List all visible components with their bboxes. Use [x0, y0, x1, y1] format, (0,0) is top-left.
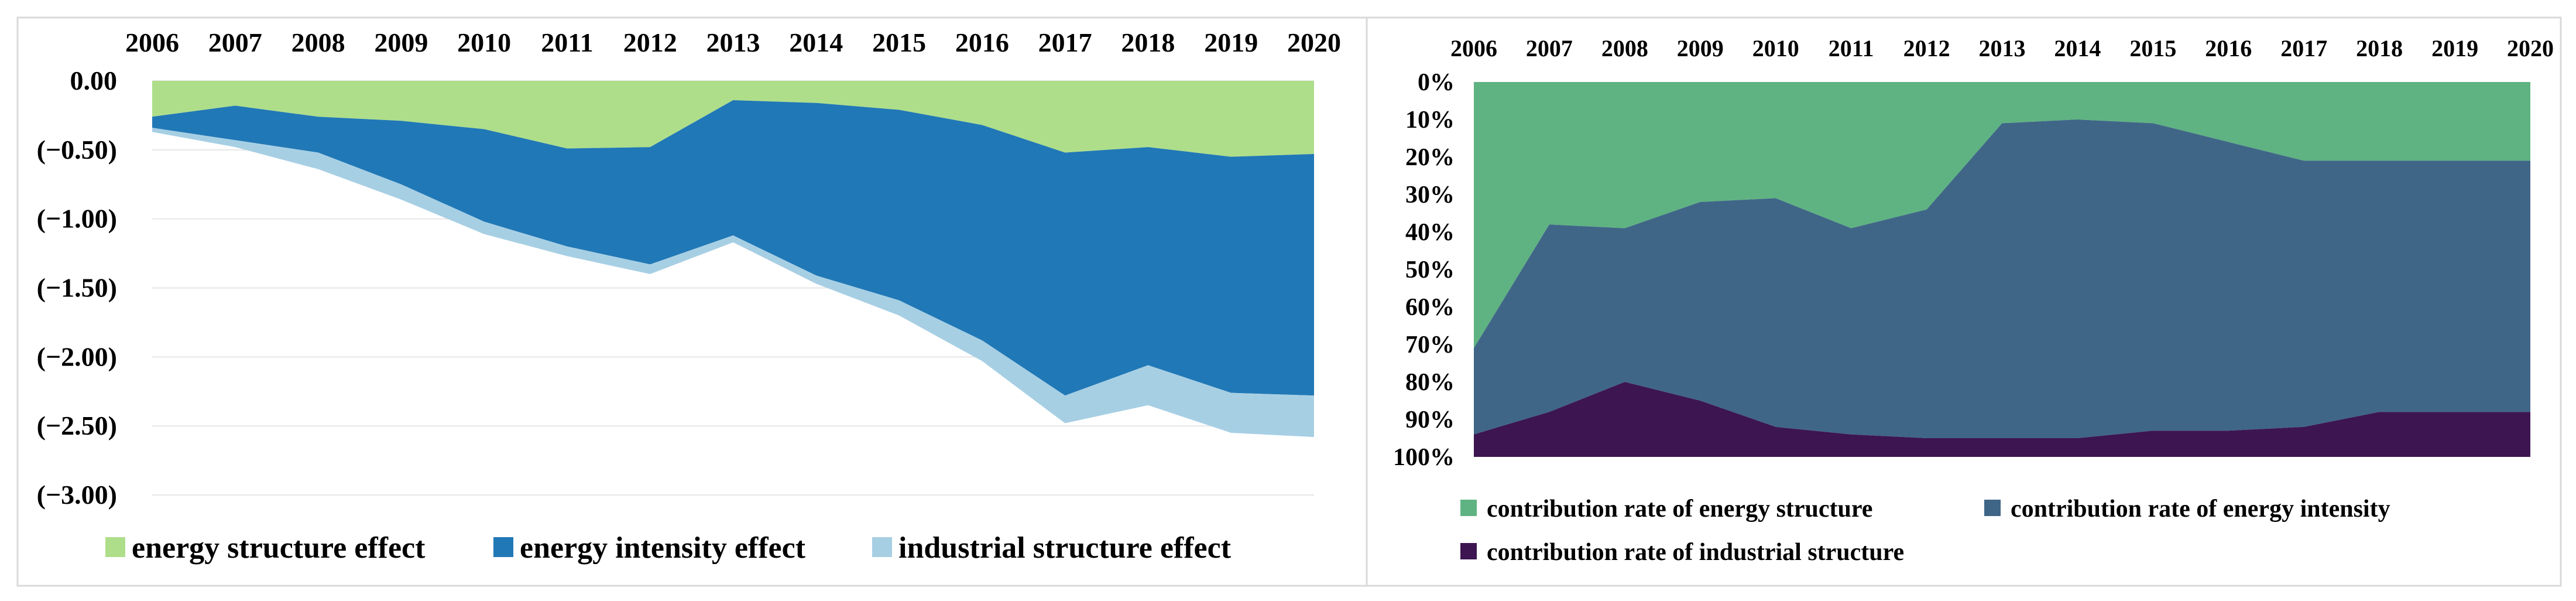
- contribution-rate-area-chart: 2006 2007 2008 2009 2010 2011 2012 2013 2014 2015…: [1393, 35, 2554, 566]
- right-x-tick-label: 2007: [1526, 35, 1573, 62]
- right-y-tick-label: 30%: [1405, 182, 1455, 209]
- area-energy-structure-effect: [152, 81, 1314, 157]
- legend-label-contribution-energy-structure: contribution rate of energy structure: [1487, 496, 1872, 523]
- area-industrial-structure-effect: [152, 128, 1314, 438]
- left-x-tick-label: 2020: [1287, 28, 1341, 57]
- left-x-tick-label: 2006: [125, 28, 179, 57]
- right-x-tick-label: 2016: [2205, 35, 2252, 62]
- left-x-tick-label: 2007: [208, 28, 262, 57]
- area-contribution-rate-of-industrial-structure: [1474, 382, 2530, 457]
- left-y-tick-label: (−1.00): [37, 204, 117, 234]
- area-contribution-rate-of-energy-intensity: [1474, 119, 2530, 438]
- right-x-tick-label: 2020: [2507, 35, 2554, 62]
- left-x-tick-label: 2009: [374, 28, 428, 57]
- legend-swatch-contribution-energy-structure: [1460, 500, 1477, 516]
- right-x-tick-label: 2008: [1601, 35, 1648, 62]
- legend-label-contribution-energy-intensity: contribution rate of energy intensity: [2011, 496, 2390, 523]
- right-legend: contribution rate of energy structure co…: [1460, 496, 2390, 566]
- left-y-tick-labels: 0.00 (−0.50) (−1.00) (−1.50) (−2.00) (−2.50) (…: [37, 66, 117, 510]
- right-y-tick-label: 90%: [1405, 407, 1455, 433]
- legend-swatch-contribution-industrial-structure: [1460, 543, 1477, 559]
- left-x-tick-label: 2011: [541, 28, 593, 57]
- legend-label-energy-intensity-effect: energy intensity effect: [520, 531, 806, 565]
- right-series-areas: [1474, 82, 2530, 457]
- right-x-tick-label: 2017: [2280, 35, 2327, 62]
- legend-swatch-contribution-energy-intensity: [1984, 500, 2001, 516]
- right-y-tick-label: 10%: [1405, 107, 1455, 134]
- left-y-tick-label: (−1.50): [37, 273, 117, 303]
- right-y-tick-label: 40%: [1405, 219, 1455, 246]
- right-x-tick-label: 2006: [1450, 35, 1497, 62]
- left-x-tick-label: 2018: [1121, 28, 1175, 57]
- left-x-tick-label: 2014: [789, 28, 843, 57]
- left-legend: energy structure effect energy intensity…: [105, 531, 1232, 565]
- left-y-tick-label: (−0.50): [37, 135, 117, 165]
- right-y-tick-label: 70%: [1405, 332, 1455, 358]
- left-x-tick-label: 2016: [955, 28, 1009, 57]
- left-y-tick-label: 0.00: [70, 66, 118, 95]
- left-x-tick-labels: 2006 2007 2008 2009 2010 2011 2012 2013 2014 2015…: [125, 28, 1341, 57]
- legend-label-energy-structure-effect: energy structure effect: [132, 531, 426, 565]
- legend-swatch-energy-structure-effect: [105, 537, 125, 557]
- legend-swatch-industrial-structure-effect: [872, 537, 892, 557]
- right-y-tick-label: 60%: [1405, 294, 1455, 321]
- right-x-tick-label: 2018: [2356, 35, 2403, 62]
- left-x-tick-label: 2017: [1038, 28, 1092, 57]
- legend-label-contribution-industrial-structure: contribution rate of industrial structur…: [1487, 539, 1904, 566]
- right-x-tick-label: 2015: [2129, 35, 2176, 62]
- left-y-tick-label: (−2.00): [37, 342, 117, 371]
- left-x-tick-label: 2015: [872, 28, 926, 57]
- right-y-tick-label: 80%: [1405, 369, 1455, 396]
- effects-area-chart: 2006 2007 2008 2009 2010 2011 2012 2013 2014 2015…: [37, 28, 1341, 565]
- right-x-tick-label: 2012: [1903, 35, 1950, 62]
- right-x-tick-label: 2019: [2431, 35, 2478, 62]
- right-y-tick-labels: 0% 10% 20% 30% 40% 50% 60% 70% 80% 90% 100%: [1393, 69, 1455, 471]
- right-y-tick-label: 0%: [1418, 69, 1455, 96]
- left-y-tick-label: (−3.00): [37, 480, 117, 510]
- right-y-tick-label: 20%: [1405, 144, 1455, 171]
- right-x-tick-label: 2009: [1677, 35, 1724, 62]
- right-x-tick-label: 2014: [2054, 35, 2101, 62]
- right-y-tick-label: 100%: [1393, 444, 1455, 471]
- right-x-tick-label: 2010: [1752, 35, 1799, 62]
- right-x-tick-label: 2013: [1979, 35, 2026, 62]
- left-x-tick-label: 2019: [1204, 28, 1258, 57]
- left-x-tick-label: 2013: [706, 28, 760, 57]
- right-y-tick-label: 50%: [1405, 257, 1455, 284]
- right-x-tick-label: 2011: [1829, 35, 1874, 62]
- left-x-tick-label: 2008: [291, 28, 345, 57]
- area-energy-intensity-effect: [152, 100, 1314, 396]
- left-y-tick-label: (−2.50): [37, 411, 117, 440]
- legend-swatch-energy-intensity-effect: [493, 537, 513, 557]
- legend-label-industrial-structure-effect: industrial structure effect: [898, 531, 1232, 565]
- area-contribution-rate-of-energy-structure: [1474, 82, 2530, 349]
- left-x-tick-label: 2010: [457, 28, 511, 57]
- left-series-areas: [152, 81, 1314, 438]
- right-x-tick-labels: 2006 2007 2008 2009 2010 2011 2012 2013 2014 2015…: [1450, 35, 2554, 62]
- left-x-tick-label: 2012: [623, 28, 677, 57]
